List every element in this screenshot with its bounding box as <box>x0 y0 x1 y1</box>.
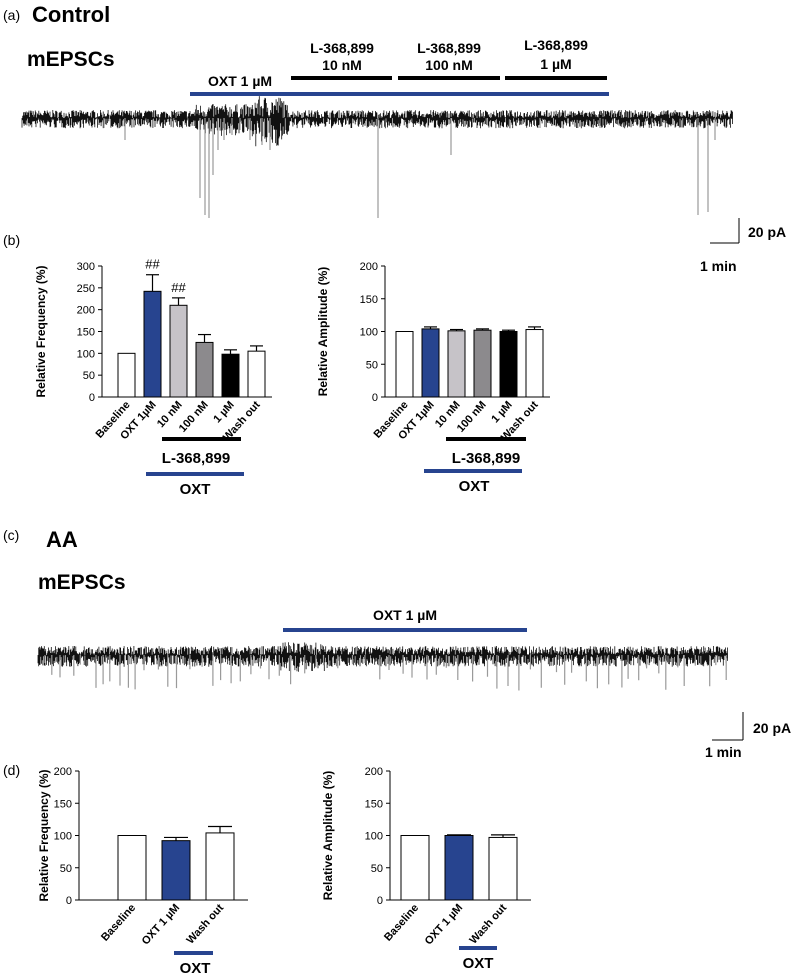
panel-c-oxt-label: OXT 1 µM <box>373 607 437 623</box>
panel-a-oxt-label: OXT 1 µM <box>208 73 272 89</box>
scale-a-y-label: 20 pA <box>748 224 786 240</box>
antagonist-1-line2: 10 nM <box>322 57 362 73</box>
bar-baseline <box>117 352 136 398</box>
bar-1-m <box>499 331 518 398</box>
y-tick-label: 50 <box>83 370 95 382</box>
bar-10-nm <box>169 304 188 398</box>
bar-1-m <box>221 353 240 398</box>
significance-marker: ## <box>171 280 186 295</box>
panel-a-trace-label: mEPSCs <box>27 48 115 71</box>
mepsc-trace-aa <box>37 642 728 691</box>
panel-b-right-oxt-label: OXT <box>459 478 490 495</box>
y-tick-label: 200 <box>54 766 72 778</box>
panel-d-left-oxt-label: OXT <box>180 960 211 977</box>
y-axis-label: Relative Frequency (%) <box>34 265 48 397</box>
antagonist-2-line1: L-368,899 <box>417 40 481 56</box>
bar-oxt-1-m <box>444 835 474 901</box>
category-label: 100 nM <box>177 399 211 435</box>
antagonist-2-line2: 100 nM <box>425 57 472 73</box>
bar-100-nm <box>195 341 214 398</box>
y-tick-label: 100 <box>54 831 72 843</box>
trace-events <box>44 655 727 691</box>
y-tick-label: 200 <box>365 766 383 778</box>
bar-oxt-1-m <box>161 840 191 901</box>
y-tick-label: 0 <box>66 895 72 907</box>
significance-marker: ## <box>145 257 160 272</box>
panel-c-label: (c) <box>3 527 19 543</box>
y-tick-label: 150 <box>360 294 378 306</box>
y-tick-label: 0 <box>372 392 378 404</box>
category-label: 100 nM <box>455 399 489 435</box>
bar-wash-out <box>205 832 235 901</box>
chart-b-relative-frequency: 0 50 100 150 200 250 300 Relative Frequency (%)… <box>34 257 272 443</box>
panel-c-title: AA <box>46 527 78 552</box>
bar-wash-out <box>488 836 518 901</box>
panel-b-left-drug-label: L-368,899 <box>162 450 230 467</box>
y-tick-label: 0 <box>89 392 95 404</box>
chart-d-relative-amplitude: 0 50 100 150 200 Relative Amplitude (%) Baseli… <box>321 766 531 947</box>
scale-c-y-label: 20 pA <box>753 720 791 736</box>
scale-c-x-label: 1 min <box>705 744 742 760</box>
panel-d-right-oxt-label: OXT <box>463 955 494 972</box>
panel-b-left-oxt-label: OXT <box>180 481 211 498</box>
category-label: OXT 1 µM <box>423 902 466 947</box>
scale-a-x-label: 1 min <box>700 258 737 274</box>
y-tick-label: 300 <box>77 261 95 273</box>
bar-baseline <box>117 835 147 901</box>
category-label: OXT 1 µM <box>140 902 183 947</box>
scale-bar-a <box>710 218 740 244</box>
category-label: Wash out <box>467 902 509 947</box>
category-label: Wash out <box>184 902 226 947</box>
y-tick-label: 200 <box>360 261 378 273</box>
trace-events <box>103 118 716 218</box>
panel-c-trace-label: mEPSCs <box>38 571 126 594</box>
category-label: Baseline <box>382 902 421 944</box>
y-tick-label: 50 <box>366 359 378 371</box>
panel-b-right-drug-label: L-368,899 <box>452 450 520 467</box>
category-label: Baseline <box>99 902 138 944</box>
bar-baseline <box>395 331 414 398</box>
trace-noise <box>21 96 733 147</box>
bar-oxt-1-m <box>143 290 162 398</box>
y-tick-label: 150 <box>365 798 383 810</box>
y-tick-label: 50 <box>371 863 383 875</box>
bar-10-nm <box>447 330 466 398</box>
trace-noise <box>37 642 728 672</box>
y-tick-label: 100 <box>77 348 95 360</box>
panel-b-label: (b) <box>3 232 20 248</box>
y-tick-label: 150 <box>77 327 95 339</box>
antagonist-1-line1: L-368,899 <box>310 40 374 56</box>
y-tick-label: 150 <box>54 798 72 810</box>
antagonist-3-line2: 1 µM <box>540 56 571 72</box>
y-tick-label: 0 <box>377 895 383 907</box>
bar-wash-out <box>247 350 266 398</box>
panel-a-label: (a) <box>3 7 20 23</box>
scale-bar-c <box>712 712 744 741</box>
panel-a-title: Control <box>32 2 110 27</box>
y-axis-label: Relative Frequency (%) <box>37 769 51 901</box>
y-tick-label: 100 <box>365 831 383 843</box>
y-tick-label: 250 <box>77 283 95 295</box>
y-axis-label: Relative Amplitude (%) <box>321 771 335 901</box>
y-tick-label: 200 <box>77 305 95 317</box>
y-tick-label: 100 <box>360 327 378 339</box>
panel-d-label: (d) <box>3 762 20 778</box>
bar-wash-out <box>525 329 544 398</box>
y-axis-label: Relative Amplitude (%) <box>316 267 330 397</box>
bar-baseline <box>400 835 430 901</box>
y-tick-label: 50 <box>60 863 72 875</box>
bar-oxt-1-m <box>421 328 440 398</box>
mepsc-trace-control <box>21 96 733 218</box>
bar-100-nm <box>473 329 492 398</box>
antagonist-3-line1: L-368,899 <box>524 37 588 53</box>
